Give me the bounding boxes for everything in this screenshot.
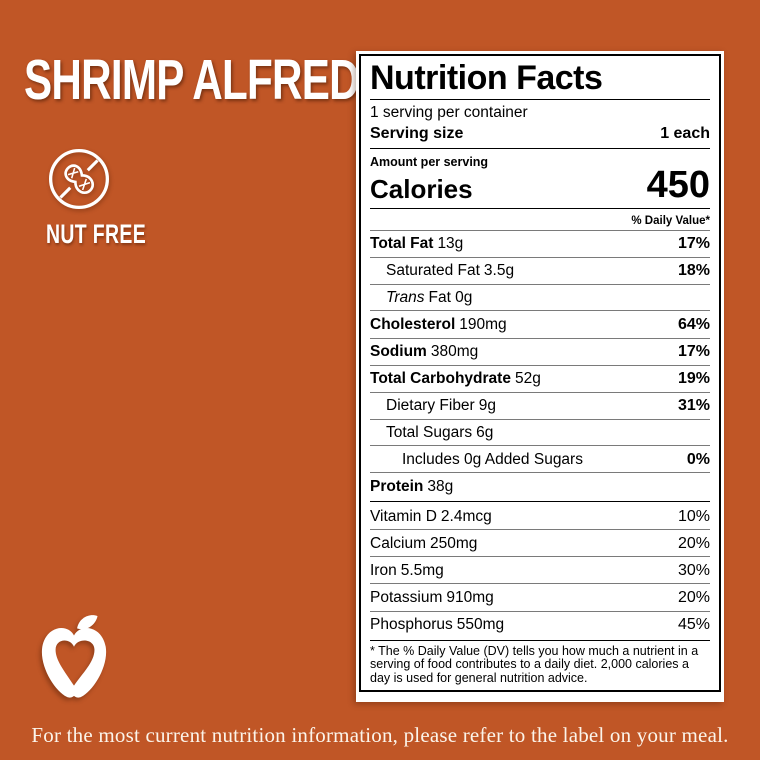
nutrient-name: Cholesterol: [370, 315, 456, 333]
nutrient-name-group: Total Sugars 6g: [386, 424, 493, 441]
serving-size-label: Serving size: [370, 125, 464, 143]
nutrient-row: Cholesterol 190mg 64%: [370, 311, 710, 339]
nutrient-row: Total Carbohydrate 52g 19%: [370, 366, 710, 393]
nutrient-daily-value: 20%: [677, 588, 710, 606]
nutrient-daily-value: 64%: [677, 315, 710, 333]
calories-row: Calories 450: [370, 164, 710, 207]
nutrient-amount: 13g: [437, 235, 464, 253]
nutrient-name-group: Dietary Fiber 9g: [386, 397, 496, 414]
nutrient-daily-value: 20%: [677, 534, 710, 552]
nutrient-row: Includes 0g Added Sugars 0%: [370, 446, 710, 474]
nutrient-daily-value: 30%: [677, 561, 710, 579]
nutrient-name-group: Phosphorus 550mg: [370, 616, 504, 633]
nutrient-name: Potassium: [370, 588, 443, 606]
serving-size-row: Serving size 1 each: [370, 123, 710, 146]
nutrient-amount: 5.5mg: [400, 561, 444, 579]
nutrient-name-group: Includes 0g Added Sugars: [402, 451, 587, 468]
nutrient-name-group: Calcium 250mg: [370, 535, 477, 552]
nutrient-name: Calcium: [370, 534, 426, 552]
nutrient-row: Vitamin D 2.4mcg 10%: [370, 503, 710, 531]
nutrient-amount: 6g: [476, 424, 494, 442]
calories-value: 450: [646, 164, 710, 207]
nutrient-amount: Fat 0g: [428, 289, 473, 307]
servings-per-container: 1 serving per container: [370, 104, 528, 122]
nutrient-amount: 38g: [427, 477, 454, 495]
nut-free-icon: [46, 146, 166, 212]
nutrient-row: Phosphorus 550mg 45%: [370, 612, 710, 638]
nutrient-daily-value: 17%: [677, 343, 710, 361]
nutrient-name-group: Protein 38g: [370, 478, 453, 495]
nutrient-amount: 380mg: [430, 343, 479, 361]
nutrient-name-group: Total Fat 13g: [370, 235, 463, 252]
nutrient-row: Iron 5.5mg 30%: [370, 557, 710, 585]
nutrition-title: Nutrition Facts: [370, 59, 603, 97]
nutrient-row: Calcium 250mg 20%: [370, 530, 710, 558]
nutrient-row: Potassium 910mg 20%: [370, 584, 710, 612]
micronutrient-rows: Vitamin D 2.4mcg 10% Calcium 250mg 20% Iro…: [370, 503, 710, 637]
nutrition-panel: Nutrition Facts 1 serving per container …: [356, 51, 724, 702]
macronutrient-rows: Total Fat 13g 17% Saturated Fat 3.5g 18% T…: [370, 231, 710, 499]
nutrient-daily-value: 45%: [677, 616, 710, 634]
serving-size-value: 1 each: [660, 125, 710, 143]
nutrient-name: Total Fat: [370, 235, 434, 253]
nutrient-name: Saturated Fat: [386, 262, 480, 280]
nutrient-name: Iron: [370, 561, 397, 579]
nutrient-amount: 190mg: [459, 315, 507, 333]
footer-disclaimer: For the most current nutrition informati…: [31, 723, 729, 747]
divider-rule: [370, 99, 710, 101]
footnote: * The % Daily Value (DV) tells you how m…: [370, 643, 699, 686]
nutrient-daily-value: 17%: [677, 235, 710, 253]
nut-free-badge: NUT FREE: [46, 146, 166, 248]
nutrient-name: Dietary Fiber: [386, 397, 475, 415]
nutrient-name-group: Sodium 380mg: [370, 343, 478, 360]
nutrient-name: Includes 0g Added Sugars: [402, 450, 583, 468]
daily-value-header: % Daily Value*: [370, 211, 710, 231]
nutrient-amount: 2.4mcg: [440, 507, 492, 525]
nutrition-panel-inner: Nutrition Facts 1 serving per container …: [359, 54, 721, 692]
nutrient-row: Dietary Fiber 9g 31%: [370, 393, 710, 420]
nutrient-name-group: Saturated Fat 3.5g: [386, 262, 514, 279]
nutrient-amount: 550mg: [456, 616, 505, 634]
nutrient-name-group: Cholesterol 190mg: [370, 316, 507, 333]
nut-free-label: NUT FREE: [46, 219, 147, 249]
nutrient-amount: 250mg: [429, 534, 478, 552]
nutrient-name-group: Trans Fat 0g: [386, 289, 472, 306]
apple-heart-logo: [36, 613, 112, 701]
nutrient-amount: 910mg: [446, 588, 494, 606]
nutrient-name-group: Potassium 910mg: [370, 589, 494, 606]
nutrient-name: Phosphorus: [370, 616, 453, 634]
nutrient-amount: 3.5g: [483, 262, 515, 280]
calories-label: Calories: [370, 173, 473, 204]
nutrient-row: Protein 38g: [370, 473, 710, 499]
meal-title: SHRIMP ALFREDO: [24, 48, 392, 112]
nutrient-name: Protein: [370, 477, 424, 495]
nutrient-name: Sodium: [370, 343, 427, 361]
nutrient-row: Saturated Fat 3.5g 18%: [370, 258, 710, 285]
nutrient-name: Total Sugars: [386, 424, 473, 442]
nutrient-daily-value: 31%: [677, 397, 710, 415]
nutrient-name: Vitamin D: [370, 507, 437, 525]
nutrient-row: Total Sugars 6g: [370, 420, 710, 447]
amount-per-serving-label: Amount per serving: [370, 155, 489, 170]
nutrient-daily-value: 0%: [686, 450, 710, 468]
nutrient-name: Total Carbohydrate: [370, 370, 511, 388]
nutrient-name-group: Iron 5.5mg: [370, 562, 444, 579]
nutrient-row: Trans Fat 0g: [370, 285, 710, 312]
nutrient-name: Trans: [386, 289, 425, 307]
nutrient-daily-value: 18%: [677, 262, 710, 280]
nutrient-amount: 9g: [478, 397, 496, 415]
nutrient-row: Total Fat 13g 17%: [370, 231, 710, 258]
nutrient-name-group: Total Carbohydrate 52g: [370, 370, 541, 387]
nutrient-name-group: Vitamin D 2.4mcg: [370, 508, 492, 525]
nutrient-daily-value: 10%: [677, 507, 710, 525]
nutrient-amount: 52g: [514, 370, 541, 388]
nutrient-daily-value: 19%: [677, 370, 710, 388]
nutrient-row: Sodium 380mg 17%: [370, 339, 710, 366]
